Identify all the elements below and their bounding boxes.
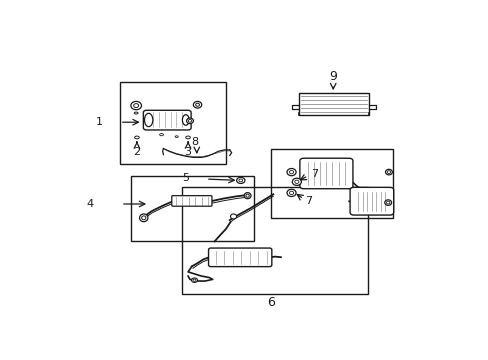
Ellipse shape bbox=[230, 214, 236, 219]
FancyBboxPatch shape bbox=[299, 93, 368, 115]
FancyBboxPatch shape bbox=[208, 248, 271, 267]
FancyBboxPatch shape bbox=[171, 196, 211, 206]
Text: 9: 9 bbox=[328, 69, 337, 82]
Text: 7: 7 bbox=[304, 195, 311, 206]
Ellipse shape bbox=[385, 169, 391, 175]
Ellipse shape bbox=[185, 136, 190, 139]
Ellipse shape bbox=[131, 102, 141, 110]
Ellipse shape bbox=[286, 189, 296, 197]
Text: 7: 7 bbox=[311, 169, 318, 179]
Text: 6: 6 bbox=[267, 296, 275, 309]
Ellipse shape bbox=[244, 193, 250, 199]
Ellipse shape bbox=[286, 168, 296, 176]
FancyBboxPatch shape bbox=[349, 187, 393, 215]
FancyBboxPatch shape bbox=[143, 110, 191, 130]
Ellipse shape bbox=[144, 113, 153, 127]
Bar bbox=[131, 176, 254, 242]
Text: 4: 4 bbox=[86, 199, 93, 209]
Text: 3: 3 bbox=[184, 147, 191, 157]
FancyBboxPatch shape bbox=[299, 158, 352, 189]
Bar bbox=[120, 82, 225, 164]
Text: 5: 5 bbox=[183, 174, 189, 184]
Text: 2: 2 bbox=[133, 147, 140, 157]
Ellipse shape bbox=[193, 102, 202, 108]
Text: 1: 1 bbox=[95, 117, 102, 127]
Ellipse shape bbox=[134, 136, 139, 139]
Ellipse shape bbox=[384, 200, 391, 205]
Ellipse shape bbox=[186, 118, 193, 123]
Ellipse shape bbox=[292, 178, 301, 185]
Bar bbox=[182, 187, 367, 294]
Bar bbox=[271, 149, 392, 218]
Ellipse shape bbox=[236, 177, 244, 184]
Ellipse shape bbox=[175, 136, 178, 138]
Ellipse shape bbox=[182, 115, 189, 125]
Ellipse shape bbox=[134, 112, 138, 114]
Ellipse shape bbox=[139, 214, 147, 222]
Ellipse shape bbox=[191, 278, 197, 283]
Text: 8: 8 bbox=[191, 136, 198, 147]
Ellipse shape bbox=[159, 134, 163, 136]
